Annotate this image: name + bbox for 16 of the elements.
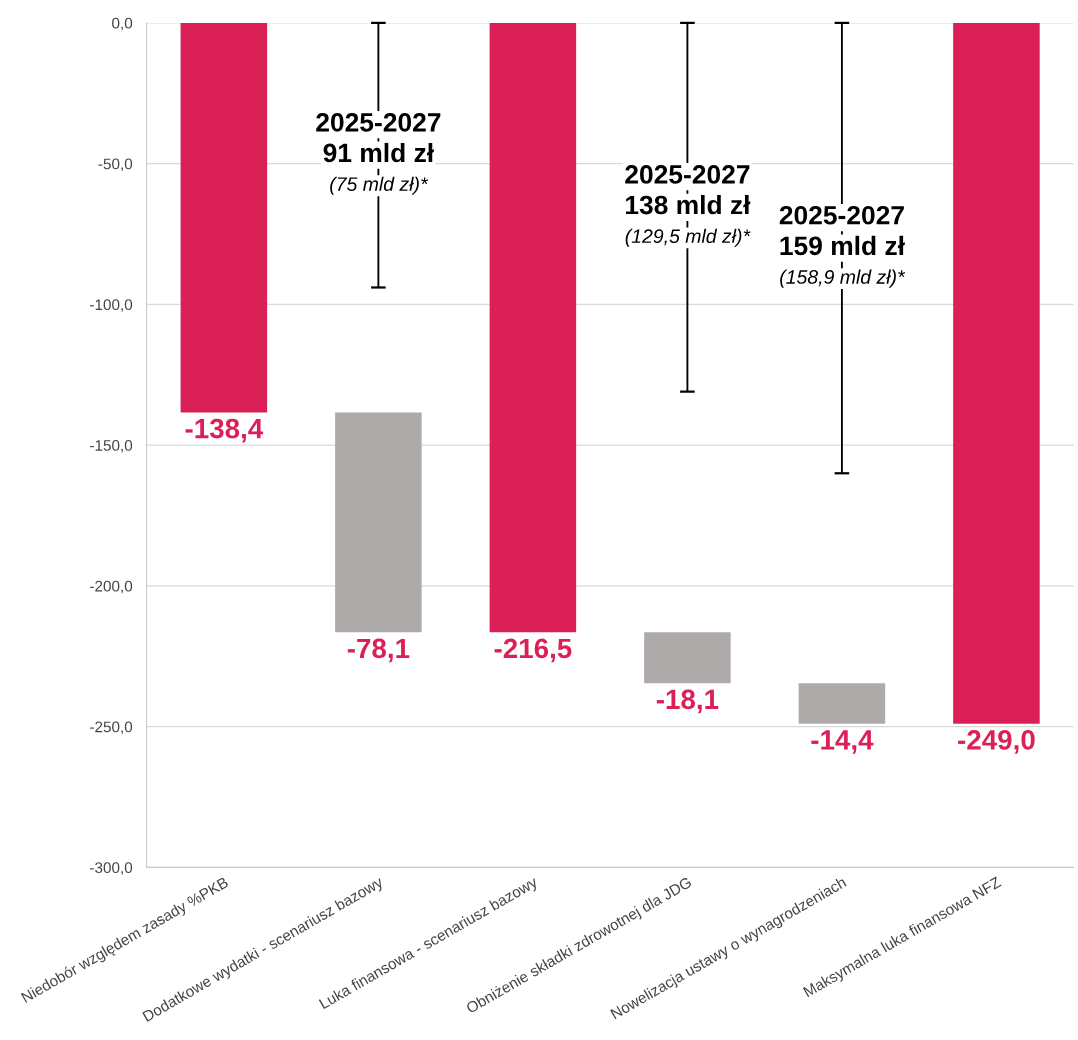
y-tick-label: -200,0	[90, 580, 133, 594]
y-tick-label: -150,0	[90, 439, 133, 453]
data-label: -249,0	[958, 730, 1035, 754]
data-label: -216,5	[494, 638, 572, 663]
y-tick-label: 0,0	[112, 17, 133, 31]
y-tick-label: -100,0	[90, 299, 133, 312]
data-label: -14,4	[811, 730, 874, 754]
y-tick-label: -250,0	[90, 721, 133, 735]
annotation: 2025-2027 138 mld zł (129,5 mld zł)*	[625, 165, 751, 247]
data-label: -78,1	[347, 638, 410, 663]
data-label: -18,1	[656, 689, 719, 714]
y-tick-label: -300,0	[90, 862, 133, 875]
y-tick-label: -50,0	[98, 158, 133, 172]
annotation: 2025-2027 91 mld zł (75 mld zł)*	[316, 113, 441, 195]
annotation: 2025-2027 159 mld zł (158,9 mld zł)*	[779, 205, 906, 288]
data-label: -138,4	[185, 418, 264, 443]
